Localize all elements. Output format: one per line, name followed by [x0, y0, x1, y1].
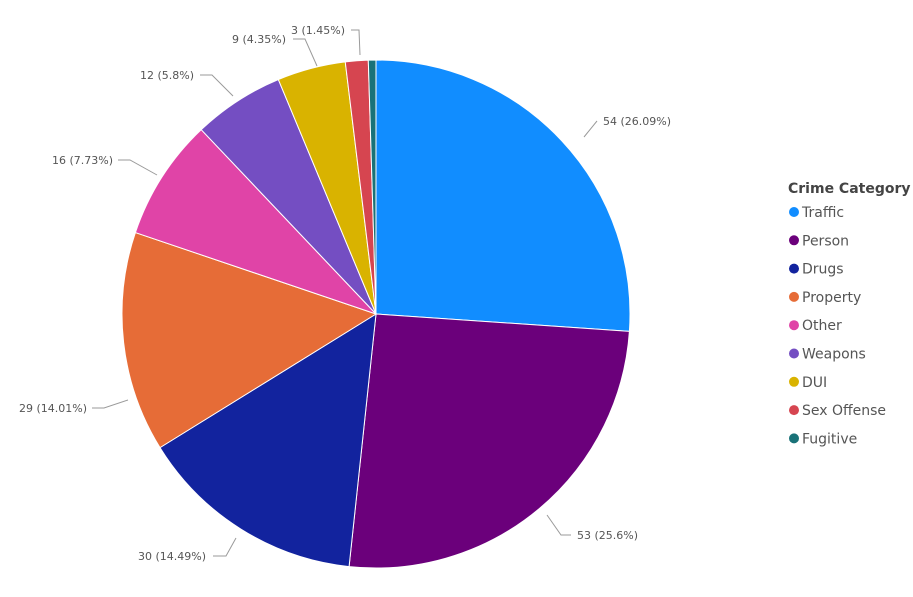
legend-item-traffic[interactable]: Traffic	[789, 205, 844, 221]
legend-item-person[interactable]: Person	[789, 233, 849, 249]
legend-marker-person	[789, 235, 799, 246]
pie-slice-property[interactable]	[121, 231, 378, 449]
legend-item-fugitive[interactable]: Fugitive	[789, 431, 857, 447]
legend-label-other: Other	[802, 318, 842, 334]
slices-layer	[121, 59, 631, 569]
data-label-other: 16 (7.73%)	[52, 154, 113, 167]
legend-label-fugitive: Fugitive	[802, 431, 857, 447]
legend-label-traffic: Traffic	[801, 205, 844, 221]
legend-item-drugs[interactable]: Drugs	[789, 262, 844, 278]
legend-marker-dui	[789, 376, 799, 387]
pie-slice-drugs[interactable]	[159, 313, 377, 568]
pie-slice-fugitive[interactable]	[367, 59, 377, 315]
data-labels-layer: 54 (26.09%) 53 (25.6%) 30 (14.49%) 29 (14.0…	[19, 24, 671, 563]
legend-label-dui: DUI	[802, 375, 827, 391]
legend-item-dui[interactable]: DUI	[789, 375, 827, 391]
data-label-sex-offense: 3 (1.45%)	[291, 24, 345, 37]
leader-line-property	[92, 399, 129, 409]
legend-label-sex-offense: Sex Offense	[802, 403, 886, 419]
leader-line-other	[118, 159, 158, 176]
leader-line-dui	[293, 38, 318, 67]
data-label-dui: 9 (4.35%)	[232, 33, 286, 46]
legend-label-weapons: Weapons	[802, 347, 866, 363]
data-label-property: 29 (14.01%)	[19, 402, 87, 415]
legend-label-property: Property	[802, 290, 861, 306]
data-label-weapons: 12 (5.8%)	[140, 69, 194, 82]
legend-marker-other	[789, 320, 799, 331]
leader-line-traffic	[583, 120, 598, 138]
pie-slice-person[interactable]	[348, 313, 630, 569]
legend-item-property[interactable]: Property	[789, 290, 861, 306]
legend-marker-sex-offense	[789, 405, 799, 416]
pie-slice-other[interactable]	[134, 128, 377, 315]
legend-title: Crime Category	[788, 181, 911, 197]
data-label-person: 53 (25.6%)	[577, 529, 638, 542]
legend-marker-traffic	[789, 207, 799, 217]
legend-marker-weapons	[789, 348, 799, 359]
legend: Crime Category Traffic Person Drugs Propert…	[788, 181, 911, 447]
legend-item-other[interactable]: Other	[789, 318, 842, 334]
leader-line-person	[546, 514, 571, 536]
legend-marker-property	[789, 291, 799, 302]
leader-line-sex-offense	[351, 29, 361, 56]
pie-slice-traffic[interactable]	[375, 59, 631, 332]
data-label-drugs: 30 (14.49%)	[138, 550, 206, 563]
legend-marker-drugs	[789, 263, 799, 274]
data-label-traffic: 54 (26.09%)	[603, 115, 671, 128]
legend-item-sex-offense[interactable]: Sex Offense	[789, 403, 886, 419]
legend-label-drugs: Drugs	[802, 262, 844, 278]
legend-marker-fugitive	[789, 433, 799, 444]
legend-label-person: Person	[802, 233, 849, 249]
legend-item-weapons[interactable]: Weapons	[789, 347, 866, 363]
leader-line-weapons	[200, 74, 234, 97]
leader-line-drugs	[213, 537, 237, 557]
